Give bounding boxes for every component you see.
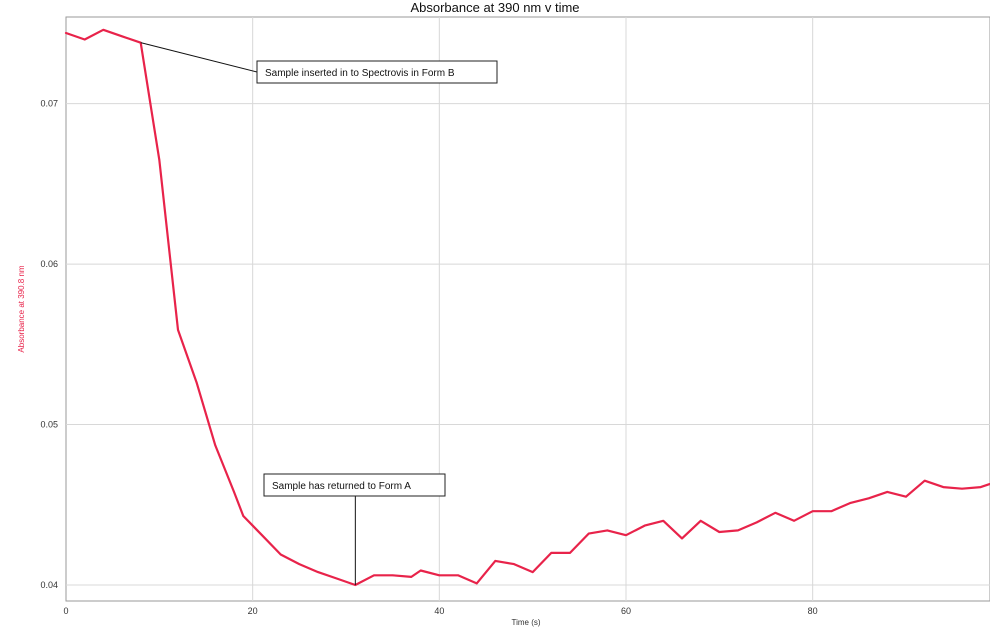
data-point [121,35,123,38]
data-point [606,529,609,532]
data-point [410,576,413,578]
y-tick-label: 0.07 [40,99,58,109]
data-point [419,569,422,572]
data-point [886,491,889,493]
x-tick-label: 0 [63,606,68,616]
series-line [64,28,990,587]
x-tick-label: 20 [248,606,258,616]
data-point [195,382,198,384]
data-point [317,571,319,573]
data-point [83,38,86,41]
data-point [158,158,161,161]
data-point [102,29,105,31]
plot-frame [65,16,990,602]
data-point [569,552,571,554]
data-point [531,571,534,573]
y-tick-label: 0.06 [40,259,58,269]
data-point [373,574,375,577]
annotation-box [256,60,498,84]
data-point [905,495,907,498]
data-point [298,563,301,565]
data-point [961,487,963,490]
data-point [242,515,245,517]
x-tick-label: 60 [621,606,631,616]
data-point [755,521,758,524]
data-point [587,532,590,535]
data-point [662,519,665,522]
data-point [849,502,851,504]
data-point [830,510,833,512]
annotation-leader [140,42,258,73]
data-point [391,574,394,577]
y-axis-label: Absorbance at 390.8 nm [17,265,26,353]
data-point [475,582,478,585]
data-point [867,497,870,500]
y-tick-label: 0.05 [40,420,58,430]
data-point [625,534,627,537]
data-point [335,577,338,580]
annotation-box [263,473,446,497]
data-point [494,560,497,562]
annotation-text: Sample inserted in to Spectrovis in Form… [265,68,455,79]
data-point [279,553,282,556]
data-point [438,574,441,577]
data-point [774,511,777,514]
data-point [233,491,235,493]
data-point [942,486,945,488]
data-point [699,519,702,522]
data-point [261,534,263,537]
data-point [718,531,721,533]
data-point [643,524,646,527]
data-point [214,444,217,447]
data-point [550,552,553,554]
data-point [811,510,814,512]
data-point [457,574,459,577]
data-point [681,537,683,540]
chart-title: Absorbance at 390 nm v time [410,0,580,15]
data-point [513,563,515,565]
data-point [793,519,795,522]
data-point [65,32,67,34]
data-point [923,479,926,482]
data-point [177,329,179,331]
data-point [979,486,982,488]
data-point [737,529,739,532]
x-tick-label: 80 [808,606,818,616]
y-tick-label: 0.04 [40,580,58,590]
annotation-text: Sample has returned to Form A [272,481,411,492]
x-axis-label: Time (s) [511,618,540,627]
x-tick-label: 40 [434,606,444,616]
